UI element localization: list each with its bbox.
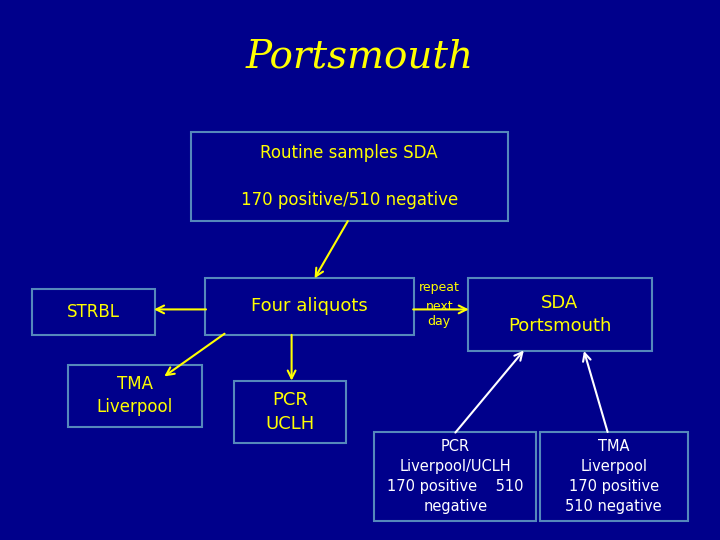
FancyBboxPatch shape	[468, 278, 652, 351]
Text: Four aliquots: Four aliquots	[251, 298, 368, 315]
Text: TMA
Liverpool
170 positive
510 negative: TMA Liverpool 170 positive 510 negative	[565, 440, 662, 514]
Text: Portsmouth: Portsmouth	[246, 38, 474, 75]
Text: Routine samples SDA

170 positive/510 negative: Routine samples SDA 170 positive/510 neg…	[240, 144, 458, 210]
FancyBboxPatch shape	[191, 132, 508, 221]
Text: TMA
Liverpool: TMA Liverpool	[97, 375, 173, 416]
FancyBboxPatch shape	[68, 364, 202, 427]
Text: repeat: repeat	[419, 281, 459, 294]
FancyBboxPatch shape	[540, 432, 688, 521]
FancyBboxPatch shape	[234, 381, 346, 443]
Text: next
day: next day	[426, 300, 453, 328]
Text: PCR
UCLH: PCR UCLH	[265, 391, 315, 433]
Text: PCR
Liverpool/UCLH
170 positive    510
negative: PCR Liverpool/UCLH 170 positive 510 nega…	[387, 440, 523, 514]
FancyBboxPatch shape	[205, 278, 414, 335]
FancyBboxPatch shape	[32, 289, 155, 335]
Text: STRBL: STRBL	[67, 303, 120, 321]
FancyBboxPatch shape	[374, 432, 536, 521]
Text: SDA
Portsmouth: SDA Portsmouth	[508, 294, 611, 335]
